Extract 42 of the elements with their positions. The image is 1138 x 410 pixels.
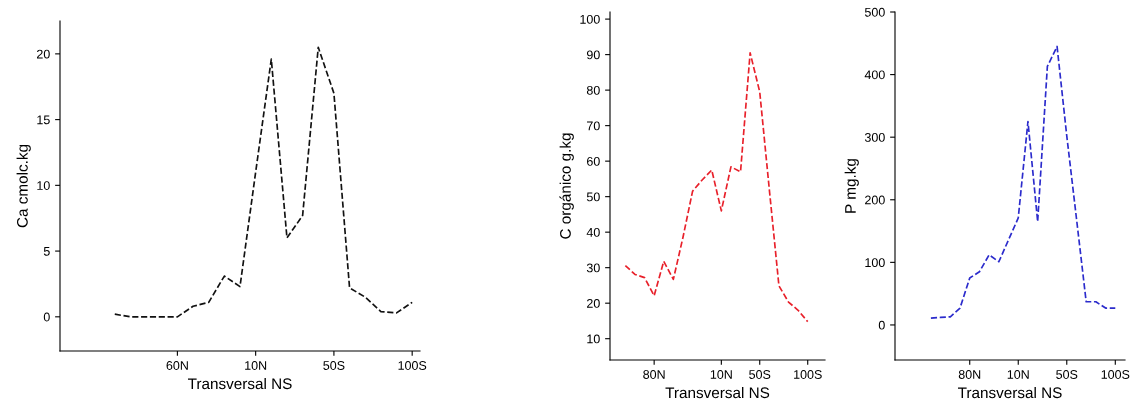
- x-tick-label: 50S: [323, 361, 345, 370]
- y-tick-label: 30: [586, 263, 600, 273]
- x-tick-label: 100S: [1101, 370, 1130, 379]
- x-tick-label: 100S: [398, 361, 427, 370]
- x-tick-label: 50S: [1056, 370, 1078, 379]
- y-axis-title: P mg.kg: [844, 159, 859, 213]
- line-series: [930, 45, 1117, 319]
- y-axis-title: C orgánico g.kg: [559, 133, 574, 239]
- x-tick-label: 100S: [794, 370, 822, 379]
- x-tick-label: 50S: [749, 370, 771, 379]
- y-tick-label: 0: [878, 320, 885, 330]
- line-series: [624, 52, 809, 323]
- y-tick-label: 60: [587, 156, 600, 166]
- y-tick-label: 400: [864, 70, 885, 80]
- y-tick-label: 100: [865, 258, 885, 268]
- x-tick-label: 10N: [710, 370, 732, 379]
- y-tick-label: 50: [586, 192, 600, 202]
- x-tick-label: 10N: [1007, 370, 1029, 379]
- y-tick-label: 100: [580, 14, 600, 24]
- y-tick-label: 80: [586, 85, 600, 95]
- x-axis-title: Transversal NS: [958, 386, 1062, 399]
- y-tick-label: 70: [587, 121, 600, 131]
- y-tick-label: 20: [587, 298, 600, 308]
- y-tick-label: 0: [43, 312, 50, 322]
- x-tick-label: 10N: [245, 361, 267, 370]
- y-tick-label: 500: [864, 7, 885, 17]
- y-tick-label: 40: [586, 227, 600, 237]
- x-tick-label: 80N: [958, 370, 981, 379]
- x-axis-title: Transversal NS: [665, 386, 770, 399]
- y-tick-label: 10: [587, 334, 600, 344]
- x-tick-label: 80N: [643, 370, 665, 379]
- y-tick-label: 300: [864, 132, 885, 142]
- y-tick-label: 90: [586, 50, 600, 60]
- x-axis-title: Transversal NS: [188, 377, 292, 390]
- y-tick-label: 10: [37, 181, 50, 190]
- x-tick-label: 60N: [166, 361, 188, 370]
- y-tick-label: 15: [37, 115, 50, 125]
- y-tick-label: 5: [43, 247, 50, 256]
- y-tick-label: 20: [37, 49, 50, 59]
- y-tick-label: 200: [865, 195, 885, 205]
- y-axis-title: Ca cmolc.kg: [16, 144, 31, 228]
- line-series: [113, 46, 414, 318]
